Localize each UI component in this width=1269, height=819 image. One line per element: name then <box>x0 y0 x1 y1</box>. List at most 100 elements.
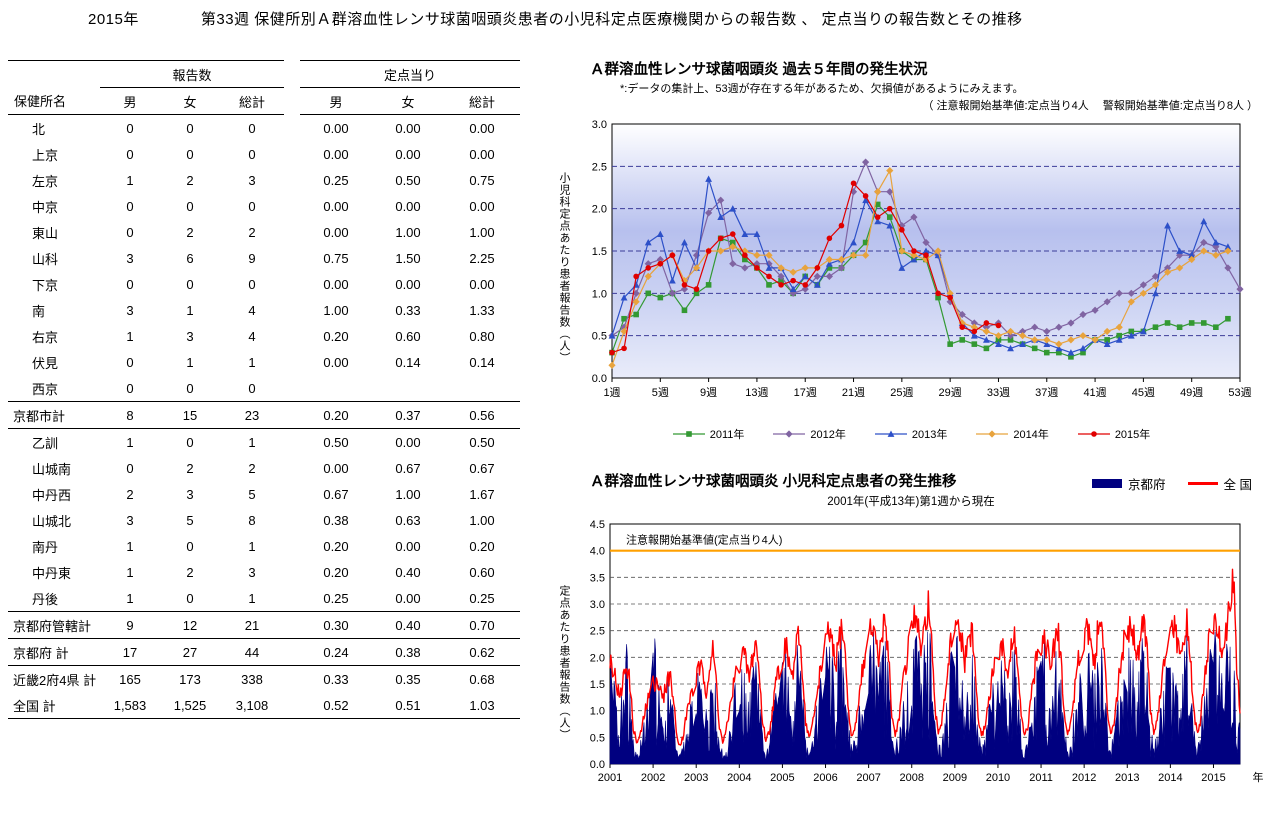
per-sentinel-value: 0.38 <box>323 512 349 528</box>
report-count: 5 <box>248 486 256 502</box>
per-sentinel-value: 0.50 <box>323 434 349 450</box>
legend-item-2012年: 2012年 <box>772 426 846 442</box>
svg-text:2.5: 2.5 <box>590 626 605 638</box>
gap-cell <box>284 245 300 271</box>
report-count: 1 <box>126 564 134 580</box>
health-center-name: 南 <box>32 303 46 319</box>
svg-text:2.5: 2.5 <box>592 161 607 173</box>
report-count: 3 <box>126 302 134 318</box>
report-count: 0 <box>186 146 194 162</box>
report-count: 3 <box>248 172 256 188</box>
table-row: 京都市計 8 15 23 0.20 0.37 0.56 <box>8 401 520 429</box>
table-row: 南丹 1 0 1 0.20 0.00 0.20 <box>8 533 520 559</box>
report-count: 0 <box>186 590 194 606</box>
table-row: 中丹西 2 3 5 0.67 1.00 1.67 <box>8 481 520 507</box>
table-row: 京都府 計 17 27 44 0.24 0.38 0.62 <box>8 638 520 666</box>
svg-text:1週: 1週 <box>603 386 620 399</box>
per-sentinel-value: 0.00 <box>469 198 495 214</box>
per-sentinel-value: 0.00 <box>395 590 421 606</box>
legend-marker-icon <box>976 430 1009 438</box>
legend-item-2015年: 2015年 <box>1077 426 1150 442</box>
svg-text:2005: 2005 <box>770 772 794 784</box>
group-header-reports: 報告数 <box>100 60 284 88</box>
per-sentinel-value: 0.20 <box>469 538 495 554</box>
table-row: 山科 3 6 9 0.75 1.50 2.25 <box>8 245 520 271</box>
per-sentinel-value: 0.20 <box>323 538 349 554</box>
trend-chart: Ａ群溶血性レンサ球菌咽頭炎 小児科定点患者の発生推移 京都府 全 国 2001年(… <box>556 468 1266 818</box>
per-sentinel-value: 0.00 <box>323 146 349 162</box>
table-row: 左京 1 2 3 0.25 0.50 0.75 <box>8 167 520 193</box>
gap-cell <box>284 141 300 167</box>
report-count: 0 <box>248 380 256 396</box>
svg-text:0.0: 0.0 <box>590 759 605 771</box>
report-count: 3 <box>186 328 194 344</box>
report-table: 報告数 定点当り 保健所名男女総計男女総計北 0 0 0 0.00 0.00 0.00 上京 0 0 0… <box>8 60 520 719</box>
table-row: 京都府管轄計 9 12 21 0.30 0.40 0.70 <box>8 611 520 639</box>
report-count: 0 <box>126 354 134 370</box>
report-count: 3,108 <box>220 692 284 719</box>
svg-text:2008: 2008 <box>899 772 923 784</box>
table-row: 右京 1 3 4 0.20 0.60 0.80 <box>8 323 520 349</box>
svg-text:0.0: 0.0 <box>592 373 607 385</box>
report-count: 9 <box>100 611 160 639</box>
report-count: 173 <box>179 671 201 687</box>
svg-text:3.0: 3.0 <box>592 119 607 131</box>
health-center-name: 中丹西 <box>32 487 72 503</box>
table-row: 東山 0 2 2 0.00 1.00 1.00 <box>8 219 520 245</box>
health-center-name: 西京 <box>32 381 59 397</box>
svg-text:53週: 53週 <box>1228 386 1251 399</box>
health-center-name: 山城南 <box>32 461 72 477</box>
health-center-name: 伏見 <box>32 355 59 371</box>
per-sentinel-value: 1.33 <box>469 302 495 318</box>
table-row: 上京 0 0 0 0.00 0.00 0.00 <box>8 141 520 167</box>
per-sentinel-value: 0.30 <box>300 611 372 639</box>
svg-text:9週: 9週 <box>700 386 717 399</box>
alert-threshold-label: 注意報開始基準値(定点当り4人) <box>626 533 782 547</box>
gap-cell <box>284 61 300 88</box>
gap-cell <box>284 455 300 481</box>
svg-text:2006: 2006 <box>813 772 837 784</box>
report-count: 1 <box>186 354 194 370</box>
y-axis-labels: 0.0 0.5 1.0 1.5 2.0 2.5 3.0 <box>592 119 607 385</box>
report-count: 0 <box>186 198 194 214</box>
report-count: 1 <box>126 590 134 606</box>
table-row: 伏見 0 1 1 0.00 0.14 0.14 <box>8 349 520 375</box>
column-header: 女 <box>372 87 444 115</box>
per-sentinel-value: 0.00 <box>323 198 349 214</box>
per-sentinel-value: 0.20 <box>323 564 349 580</box>
legend-label: 2014年 <box>1013 429 1049 441</box>
health-center-name: 山科 <box>32 251 59 267</box>
table-row: 中京 0 0 0 0.00 0.00 0.00 <box>8 193 520 219</box>
report-count: 338 <box>241 671 263 687</box>
report-count: 3 <box>248 564 256 580</box>
per-sentinel-value: 1.00 <box>395 224 421 240</box>
per-sentinel-value: 0.60 <box>395 328 421 344</box>
report-count: 3 <box>126 512 134 528</box>
gap-cell <box>284 219 300 245</box>
legend-label: 京都府 <box>1128 478 1166 492</box>
table-row: 乙訓 1 0 1 0.50 0.00 0.50 <box>8 429 520 456</box>
legend-marker-icon <box>1077 431 1110 437</box>
svg-text:49週: 49週 <box>1180 386 1203 399</box>
svg-text:1.5: 1.5 <box>590 679 605 691</box>
per-sentinel-value: 1.00 <box>395 486 421 502</box>
report-count: 0 <box>248 276 256 292</box>
per-sentinel-value: 0.00 <box>395 146 421 162</box>
report-count: 3 <box>126 250 134 266</box>
legend-marker-icon <box>672 431 705 437</box>
table-row: 全国 計 1,583 1,525 3,108 0.52 0.51 1.03 <box>8 692 520 719</box>
per-sentinel-value: 0.00 <box>323 460 349 476</box>
report-count: 0 <box>186 276 194 292</box>
per-sentinel-value: 0.00 <box>469 120 495 136</box>
table-row: 西京 0 0 0 <box>8 375 520 402</box>
gap-cell <box>284 533 300 559</box>
per-sentinel-value: 1.50 <box>395 250 421 266</box>
table-row: 山城北 3 5 8 0.38 0.63 1.00 <box>8 507 520 533</box>
report-count: 1 <box>248 590 256 606</box>
health-center-name: 全国 計 <box>8 692 100 719</box>
health-center-name: 中京 <box>32 199 59 215</box>
per-sentinel-value: 0.35 <box>395 671 421 687</box>
report-count: 2 <box>186 224 194 240</box>
report-count: 27 <box>160 638 220 666</box>
